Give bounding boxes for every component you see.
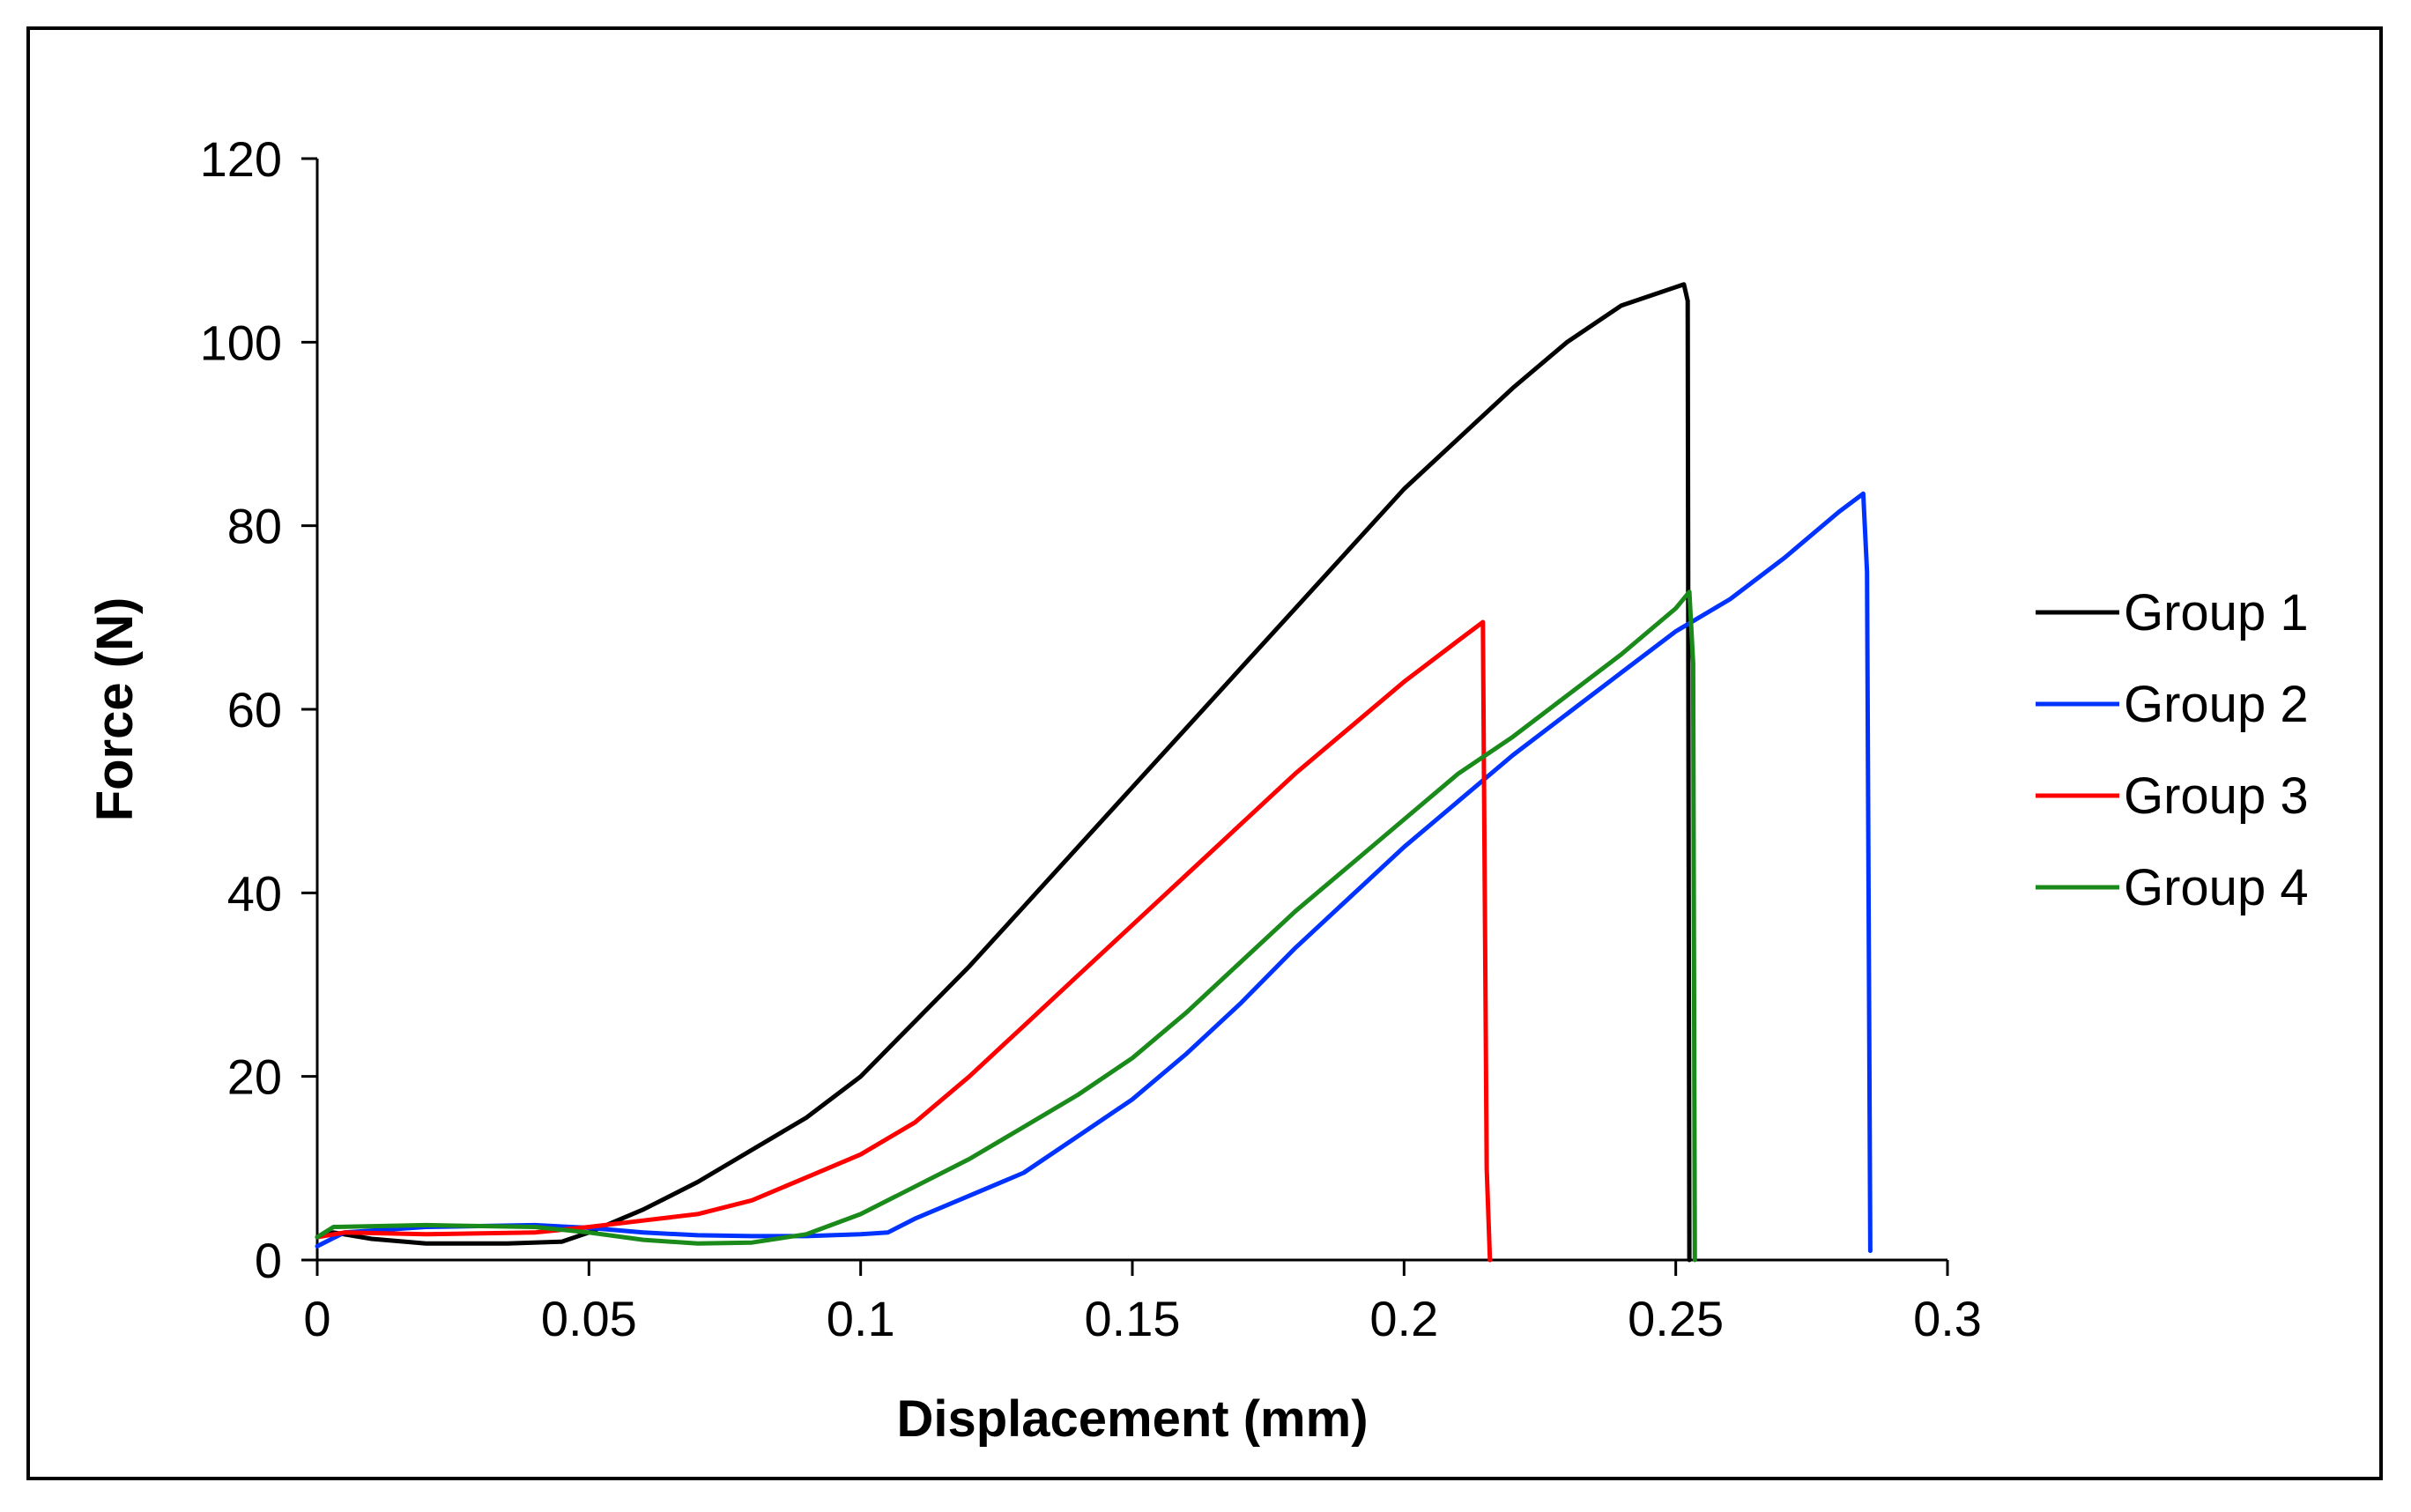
series-line-group-4 xyxy=(315,589,1697,1263)
series-line-group-3 xyxy=(315,619,1493,1263)
y-tick-label: 60 xyxy=(227,682,282,737)
x-tick-label: 0.3 xyxy=(1913,1291,1982,1346)
y-tick-label: 100 xyxy=(200,315,282,370)
x-tick-label: 0.25 xyxy=(1628,1291,1724,1346)
legend-label-group-4: Group 4 xyxy=(2124,859,2309,916)
legend: Group 1 Group 2 Group 3 Group 4 xyxy=(2036,584,2309,916)
legend-label-group-2: Group 2 xyxy=(2124,676,2309,733)
x-axis-title: Displacement (mm) xyxy=(896,1390,1368,1448)
series-line-group-1 xyxy=(315,282,1692,1263)
x-tick-label: 0.1 xyxy=(827,1291,895,1346)
x-tick-label: 0.05 xyxy=(541,1291,637,1346)
y-tick-label: 20 xyxy=(227,1049,282,1105)
x-tick-label: 0.2 xyxy=(1369,1291,1438,1346)
x-tick-label: 0.15 xyxy=(1085,1291,1181,1346)
x-tick-label: 0 xyxy=(303,1291,330,1346)
y-tick-label: 80 xyxy=(227,499,282,554)
y-axis-title: Force (N) xyxy=(86,597,144,822)
legend-label-group-1: Group 1 xyxy=(2124,584,2309,641)
y-tick-label: 120 xyxy=(200,131,282,187)
legend-label-group-3: Group 3 xyxy=(2124,767,2309,825)
y-tick-label: 0 xyxy=(255,1233,282,1288)
series-line-group-2 xyxy=(315,491,1873,1254)
y-tick-label: 40 xyxy=(227,865,282,921)
figure-frame xyxy=(26,26,2383,1480)
